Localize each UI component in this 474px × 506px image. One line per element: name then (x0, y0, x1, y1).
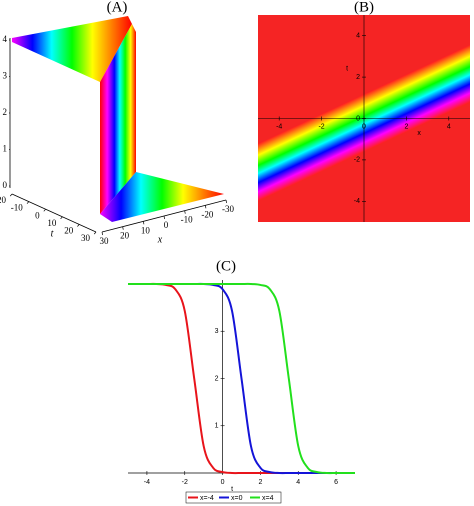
x-tick-label: 10 (141, 225, 151, 235)
x-tick (142, 221, 145, 225)
x-axis-label: x (417, 130, 421, 137)
z-tick-label: 3 (3, 71, 8, 81)
surface-top (12, 16, 132, 82)
t-tick (77, 224, 80, 227)
y-tick-label: -4 (354, 198, 360, 205)
x-tick-label: -20 (201, 209, 213, 219)
t-tick-label: -20 (0, 195, 6, 205)
z-tick-label: 2 (3, 107, 8, 117)
t-tick-label: 10 (47, 218, 57, 228)
x-tick-label: 20 (120, 231, 130, 241)
series-line (128, 282, 355, 475)
legend-label: x=-4 (200, 495, 214, 502)
x-tick-label: 30 (100, 236, 110, 246)
t-tick (43, 208, 46, 212)
x-tick (101, 231, 103, 236)
x-tick-label: 0 (362, 123, 366, 130)
legend-box (185, 491, 282, 504)
z-tick-label: 1 (3, 144, 8, 154)
x-tick-label: 6 (334, 479, 338, 486)
x-tick (225, 199, 227, 204)
x-axis-label: x (157, 234, 163, 245)
t-tick (26, 201, 30, 204)
t-tick (60, 216, 63, 220)
t-axis (11, 193, 97, 233)
x-tick-label: 2 (404, 123, 408, 130)
x-tick (122, 226, 124, 230)
legend-label: x=0 (231, 495, 243, 502)
y-tick-label: 1 (215, 423, 219, 430)
panel-label: (B) (354, 0, 374, 15)
y-tick-label: 2 (356, 74, 360, 81)
t-tick-label: 30 (81, 233, 91, 243)
x-tick (204, 205, 207, 209)
y-tick-label: 0 (356, 115, 360, 122)
surface-wall (100, 24, 136, 214)
x-tick-label: -4 (144, 479, 150, 486)
t-tick-label: 0 (35, 210, 40, 220)
x-tick-label: 2 (258, 479, 262, 486)
x-tick-label: -10 (181, 215, 193, 225)
x-tick (184, 210, 186, 214)
panel-label: (A) (107, 0, 128, 15)
x-axis-label: t (231, 486, 233, 493)
t-tick (93, 231, 97, 235)
x-tick-label: -30 (222, 204, 234, 214)
x-tick (163, 215, 165, 220)
x-tick-label: 4 (447, 123, 451, 130)
z-tick-label: 0 (3, 180, 8, 190)
panel-label: (C) (216, 258, 236, 274)
x-tick-label: -2 (318, 123, 324, 130)
y-tick-label: 4 (356, 33, 360, 40)
x-tick-label: -4 (276, 123, 282, 130)
series-line (128, 282, 355, 475)
t-tick-label: -10 (11, 203, 23, 213)
y-tick-label: 2 (215, 375, 219, 382)
x-tick-label: 0 (164, 220, 169, 230)
x-tick-label: 4 (296, 479, 300, 486)
z-tick-label: 4 (3, 34, 8, 44)
t-axis-label: t (51, 228, 54, 239)
surface (9, 16, 227, 233)
surface-floor (100, 172, 224, 222)
x-tick-label: -2 (182, 479, 188, 486)
t-tick-label: 20 (64, 225, 74, 235)
x-tick-label: 0 (221, 479, 225, 486)
y-axis-label: t (346, 66, 348, 73)
y-tick-label: 3 (215, 328, 219, 335)
t-tick (9, 193, 13, 197)
y-tick-label: -2 (354, 157, 360, 164)
legend-label: x=4 (262, 495, 274, 502)
